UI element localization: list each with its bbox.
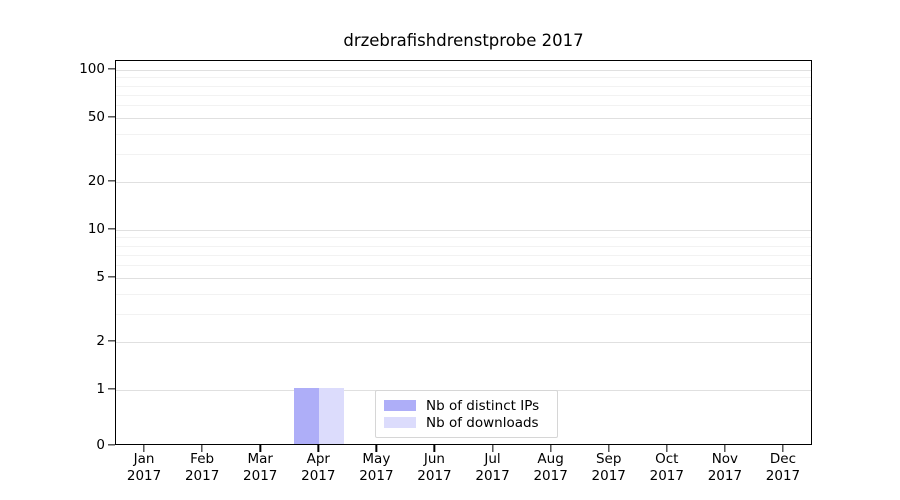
x-tick-month: Jun xyxy=(423,451,445,467)
gridline-minor xyxy=(116,77,811,79)
x-tick-mark-apr xyxy=(317,445,319,452)
x-tick-year: 2017 xyxy=(765,468,801,484)
x-tick-month: May xyxy=(362,451,391,467)
gridline-major xyxy=(116,341,811,343)
gridline-minor xyxy=(116,313,811,315)
legend-item-1[interactable]: Nb of downloads xyxy=(384,414,549,431)
y-tick-mark-2 xyxy=(108,340,115,342)
y-tick-label-50: 50 xyxy=(87,109,105,126)
y-tick-mark-100 xyxy=(108,68,115,70)
x-tick-label-nov: Nov 2017 xyxy=(708,451,742,485)
x-tick-label-jan: Jan 2017 xyxy=(127,451,161,485)
x-tick-year: 2017 xyxy=(707,468,743,484)
gridline-minor xyxy=(116,293,811,295)
gridline-major xyxy=(116,70,811,71)
gridline-minor xyxy=(116,153,811,155)
x-tick-year: 2017 xyxy=(475,468,510,484)
gridline-major xyxy=(116,118,811,120)
y-tick-mark-5 xyxy=(108,276,115,278)
x-tick-mark-may xyxy=(375,445,378,452)
x-tick-month: Dec xyxy=(769,451,797,467)
x-tick-label-jun: Jun 2017 xyxy=(417,451,451,485)
y-tick-mark-10 xyxy=(108,228,115,230)
bar-apr-series-1 xyxy=(319,388,345,444)
gridline-minor xyxy=(116,254,811,256)
gridline-minor xyxy=(116,265,811,267)
x-tick-label-jul: Jul 2017 xyxy=(475,451,509,485)
gridline-major xyxy=(116,230,811,231)
x-tick-year: 2017 xyxy=(184,468,220,484)
x-tick-year: 2017 xyxy=(417,468,452,484)
gridline-minor xyxy=(116,245,811,247)
x-tick-mark-nov xyxy=(724,445,726,452)
x-tick-year: 2017 xyxy=(533,468,568,484)
x-tick-year: 2017 xyxy=(301,468,336,484)
gridline-minor xyxy=(116,237,811,239)
x-tick-mark-feb xyxy=(201,445,203,452)
x-tick-year: 2017 xyxy=(591,468,626,484)
x-tick-mark-dec xyxy=(782,445,784,452)
legend-swatch-0 xyxy=(384,400,416,411)
x-tick-label-apr: Apr 2017 xyxy=(301,451,335,485)
y-tick-mark-1 xyxy=(108,388,115,390)
gridline-minor xyxy=(116,94,811,96)
y-tick-label-10: 10 xyxy=(87,221,105,237)
y-tick-label-20: 20 xyxy=(87,172,105,189)
x-tick-month: Aug xyxy=(537,451,564,467)
x-tick-mark-mar xyxy=(259,445,261,452)
y-tick-label-0: 0 xyxy=(96,437,105,453)
y-tick-label-2: 2 xyxy=(96,332,105,349)
x-tick-month: Apr xyxy=(306,451,330,467)
x-tick-month: Oct xyxy=(655,451,679,467)
x-tick-label-sep: Sep 2017 xyxy=(592,451,626,485)
x-tick-year: 2017 xyxy=(649,468,684,484)
legend-swatch-1 xyxy=(384,417,416,428)
x-tick-label-mar: Mar 2017 xyxy=(243,451,277,485)
x-tick-month: Mar xyxy=(247,451,273,467)
x-tick-month: Sep xyxy=(595,451,622,467)
x-tick-mark-jun xyxy=(433,445,436,452)
bar-series-layer xyxy=(116,61,811,444)
x-tick-year: 2017 xyxy=(359,468,394,484)
x-tick-mark-sep xyxy=(608,445,610,452)
x-tick-mark-oct xyxy=(666,445,668,452)
x-tick-year: 2017 xyxy=(126,468,162,484)
gridline-major xyxy=(116,278,811,280)
x-tick-label-oct: Oct 2017 xyxy=(650,451,684,485)
x-tick-month: Jan xyxy=(133,451,155,467)
x-tick-mark-jan xyxy=(143,445,145,452)
legend-label-1: Nb of downloads xyxy=(426,414,539,431)
gridline-minor xyxy=(116,85,811,87)
legend-label-0: Nb of distinct IPs xyxy=(426,397,540,414)
y-tick-mark-20 xyxy=(108,180,115,182)
y-tick-label-5: 5 xyxy=(96,269,105,286)
plot-area xyxy=(115,60,812,445)
y-tick-label-100: 100 xyxy=(79,61,105,77)
y-tick-label-1: 1 xyxy=(96,381,105,397)
gridline-minor xyxy=(116,133,811,135)
gridline-major xyxy=(116,181,811,183)
x-tick-label-may: May 2017 xyxy=(359,451,393,485)
x-tick-label-feb: Feb 2017 xyxy=(185,451,219,485)
y-tick-mark-0 xyxy=(108,444,115,446)
x-tick-month: Nov xyxy=(711,451,739,467)
chart-title: drzebrafishdrenstprobe 2017 xyxy=(343,31,584,50)
x-tick-mark-jul xyxy=(491,445,494,452)
chart-legend: Nb of distinct IPs Nb of downloads xyxy=(375,390,558,438)
x-tick-month: Jul xyxy=(484,451,501,467)
x-tick-month: Feb xyxy=(190,451,215,467)
x-tick-mark-aug xyxy=(549,445,552,452)
bar-apr-series-0 xyxy=(294,388,320,444)
y-tick-mark-50 xyxy=(108,116,115,118)
x-tick-label-dec: Dec 2017 xyxy=(766,451,800,485)
x-tick-year: 2017 xyxy=(243,468,278,484)
gridline-minor xyxy=(116,105,811,107)
x-tick-label-aug: Aug 2017 xyxy=(533,451,567,485)
legend-item-0[interactable]: Nb of distinct IPs xyxy=(384,397,549,414)
